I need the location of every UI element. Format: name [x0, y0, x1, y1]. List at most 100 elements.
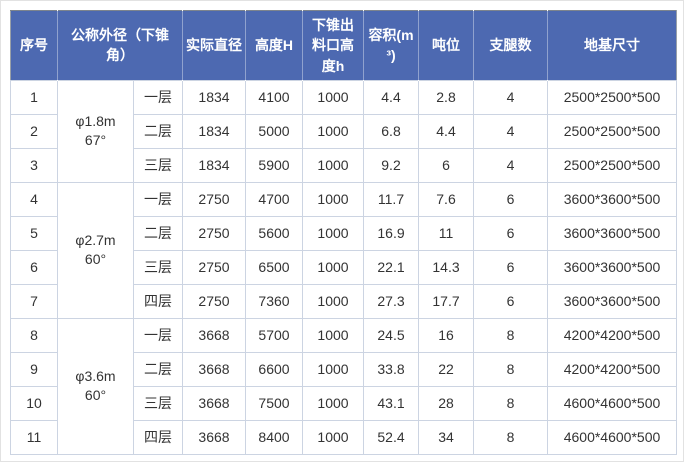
cell-legs: 6 [473, 249, 548, 285]
cell-volume: 24.5 [363, 317, 419, 353]
cell-actual-diameter: 3668 [182, 385, 246, 421]
group-cell-2-7m: φ2.7m 60° [57, 181, 134, 319]
cell-layer: 三层 [133, 385, 183, 421]
cell-outlet-height: 1000 [302, 249, 364, 285]
cell-layer: 一层 [133, 317, 183, 353]
cell-volume: 52.4 [363, 419, 419, 455]
cell-volume: 6.8 [363, 113, 419, 149]
cell-seq: 8 [10, 317, 58, 353]
cell-volume: 4.4 [363, 79, 419, 115]
cell-tonnage: 11 [418, 215, 474, 251]
cell-volume: 22.1 [363, 249, 419, 285]
cell-legs: 4 [473, 147, 548, 183]
cell-outlet-height: 1000 [302, 215, 364, 251]
cell-tonnage: 7.6 [418, 181, 474, 217]
cell-legs: 8 [473, 317, 548, 353]
cell-outlet-height: 1000 [302, 181, 364, 217]
cell-layer: 一层 [133, 181, 183, 217]
cell-seq: 10 [10, 385, 58, 421]
cell-height: 6600 [245, 351, 303, 387]
cell-volume: 33.8 [363, 351, 419, 387]
group-diameter-label: φ2.7m [75, 231, 116, 248]
table-row: 1 φ1.8m 67° 一层 1834 4100 1000 4.4 2.8 4 … [10, 79, 677, 183]
cell-outlet-height: 1000 [302, 385, 364, 421]
cell-volume: 27.3 [363, 283, 419, 319]
cell-tonnage: 2.8 [418, 79, 474, 115]
header-actual-diameter: 实际直径 [182, 10, 246, 81]
cell-legs: 4 [473, 79, 548, 115]
cell-layer: 四层 [133, 283, 183, 319]
cell-actual-diameter: 2750 [182, 283, 246, 319]
header-height: 高度H [245, 10, 303, 81]
cell-tonnage: 22 [418, 351, 474, 387]
cell-outlet-height: 1000 [302, 351, 364, 387]
table-row: 9 二层 3668 6600 1000 33.8 22 8 4200*4200*… [10, 351, 677, 387]
cell-legs: 6 [473, 283, 548, 319]
cell-legs: 8 [473, 351, 548, 387]
cell-height: 6500 [245, 249, 303, 285]
cell-height: 5000 [245, 113, 303, 149]
cell-seq: 6 [10, 249, 58, 285]
header-tonnage: 吨位 [418, 10, 474, 81]
cell-outlet-height: 1000 [302, 113, 364, 149]
cell-foundation: 4600*4600*500 [547, 419, 677, 455]
group-angle-label: 67° [84, 132, 107, 149]
cell-outlet-height: 1000 [302, 79, 364, 115]
cell-tonnage: 14.3 [418, 249, 474, 285]
cell-tonnage: 34 [418, 419, 474, 455]
cell-layer: 一层 [133, 79, 183, 115]
table-row: 4 φ2.7m 60° 一层 2750 4700 1000 11.7 7.6 6… [10, 181, 677, 319]
group-angle-label: 60° [84, 251, 107, 268]
cell-layer: 二层 [133, 351, 183, 387]
table-row: 8 φ3.6m 60° 一层 3668 5700 1000 24.5 16 8 … [10, 317, 677, 455]
cell-legs: 6 [473, 215, 548, 251]
header-row: 序号 公称外径（下锥角） 实际直径 高度H 下锥出料口高度h 容积(m³) 吨位… [10, 10, 677, 81]
cell-height: 7500 [245, 385, 303, 421]
cell-foundation: 3600*3600*500 [547, 215, 677, 251]
group-cell-1-8m: φ1.8m 67° [57, 79, 134, 183]
cell-actual-diameter: 3668 [182, 351, 246, 387]
cell-seq: 3 [10, 147, 58, 183]
cell-actual-diameter: 1834 [182, 113, 246, 149]
table-header: 序号 公称外径（下锥角） 实际直径 高度H 下锥出料口高度h 容积(m³) 吨位… [10, 10, 677, 81]
cell-volume: 43.1 [363, 385, 419, 421]
table-row: 10 三层 3668 7500 1000 43.1 28 8 4600*4600… [10, 385, 677, 421]
cell-height: 7360 [245, 283, 303, 319]
cell-height: 8400 [245, 419, 303, 455]
cell-legs: 4 [473, 113, 548, 149]
group-cell-3-6m: φ3.6m 60° [57, 317, 134, 455]
table-row: 3 三层 1834 5900 1000 9.2 6 4 2500*2500*50… [10, 147, 677, 183]
group-diameter-label: φ1.8m [75, 112, 116, 129]
table-row: 5 二层 2750 5600 1000 16.9 11 6 3600*3600*… [10, 215, 677, 251]
table-body: 1 φ1.8m 67° 一层 1834 4100 1000 4.4 2.8 4 … [10, 79, 677, 455]
cell-seq: 1 [10, 79, 58, 115]
cell-foundation: 2500*2500*500 [547, 79, 677, 115]
cell-foundation: 4200*4200*500 [547, 351, 677, 387]
cell-legs: 8 [473, 419, 548, 455]
cell-foundation: 4200*4200*500 [547, 317, 677, 353]
cell-layer: 三层 [133, 147, 183, 183]
cell-seq: 11 [10, 419, 58, 455]
cell-height: 4100 [245, 79, 303, 115]
cell-actual-diameter: 1834 [182, 79, 246, 115]
cell-actual-diameter: 3668 [182, 317, 246, 353]
header-legs: 支腿数 [473, 10, 548, 81]
group-diameter-label: φ3.6m [75, 367, 116, 384]
cell-volume: 11.7 [363, 181, 419, 217]
cell-foundation: 3600*3600*500 [547, 283, 677, 319]
cell-layer: 四层 [133, 419, 183, 455]
cell-layer: 三层 [133, 249, 183, 285]
cell-actual-diameter: 1834 [182, 147, 246, 183]
cell-tonnage: 4.4 [418, 113, 474, 149]
cell-volume: 16.9 [363, 215, 419, 251]
cell-seq: 9 [10, 351, 58, 387]
cell-actual-diameter: 2750 [182, 249, 246, 285]
cell-seq: 4 [10, 181, 58, 217]
cell-layer: 二层 [133, 215, 183, 251]
cell-outlet-height: 1000 [302, 283, 364, 319]
cell-layer: 二层 [133, 113, 183, 149]
cell-actual-diameter: 2750 [182, 215, 246, 251]
table-row: 7 四层 2750 7360 1000 27.3 17.7 6 3600*360… [10, 283, 677, 319]
cell-seq: 7 [10, 283, 58, 319]
